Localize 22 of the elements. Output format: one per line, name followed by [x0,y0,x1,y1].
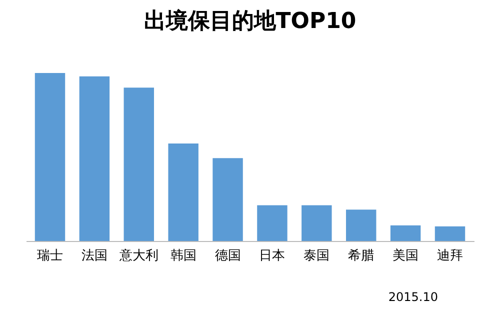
bar [434,226,466,241]
x-tick-label: 希腊 [348,248,374,264]
bar [212,158,243,241]
x-tick-label: 日本 [259,248,286,264]
x-tick-label: 美国 [392,248,419,264]
bar [34,73,66,241]
x-tick-label: 法国 [81,248,108,264]
text: 2015.10 [388,290,438,304]
bar [390,225,421,241]
x-tick-label: 韩国 [170,248,196,264]
x-tick-label: 德国 [214,248,241,264]
bar [302,205,332,241]
x-tick-label: 迪拜 [437,248,463,264]
chart-title: 出境保目的地TOP10 [144,8,356,34]
bar [168,144,198,241]
bar [346,210,376,241]
bar [124,88,154,241]
bar [79,76,110,241]
bar [257,205,288,241]
x-tick-label: 瑞士 [37,248,63,264]
x-tick-label: 泰国 [304,248,330,264]
x-tick-label: 意大利 [118,248,158,264]
